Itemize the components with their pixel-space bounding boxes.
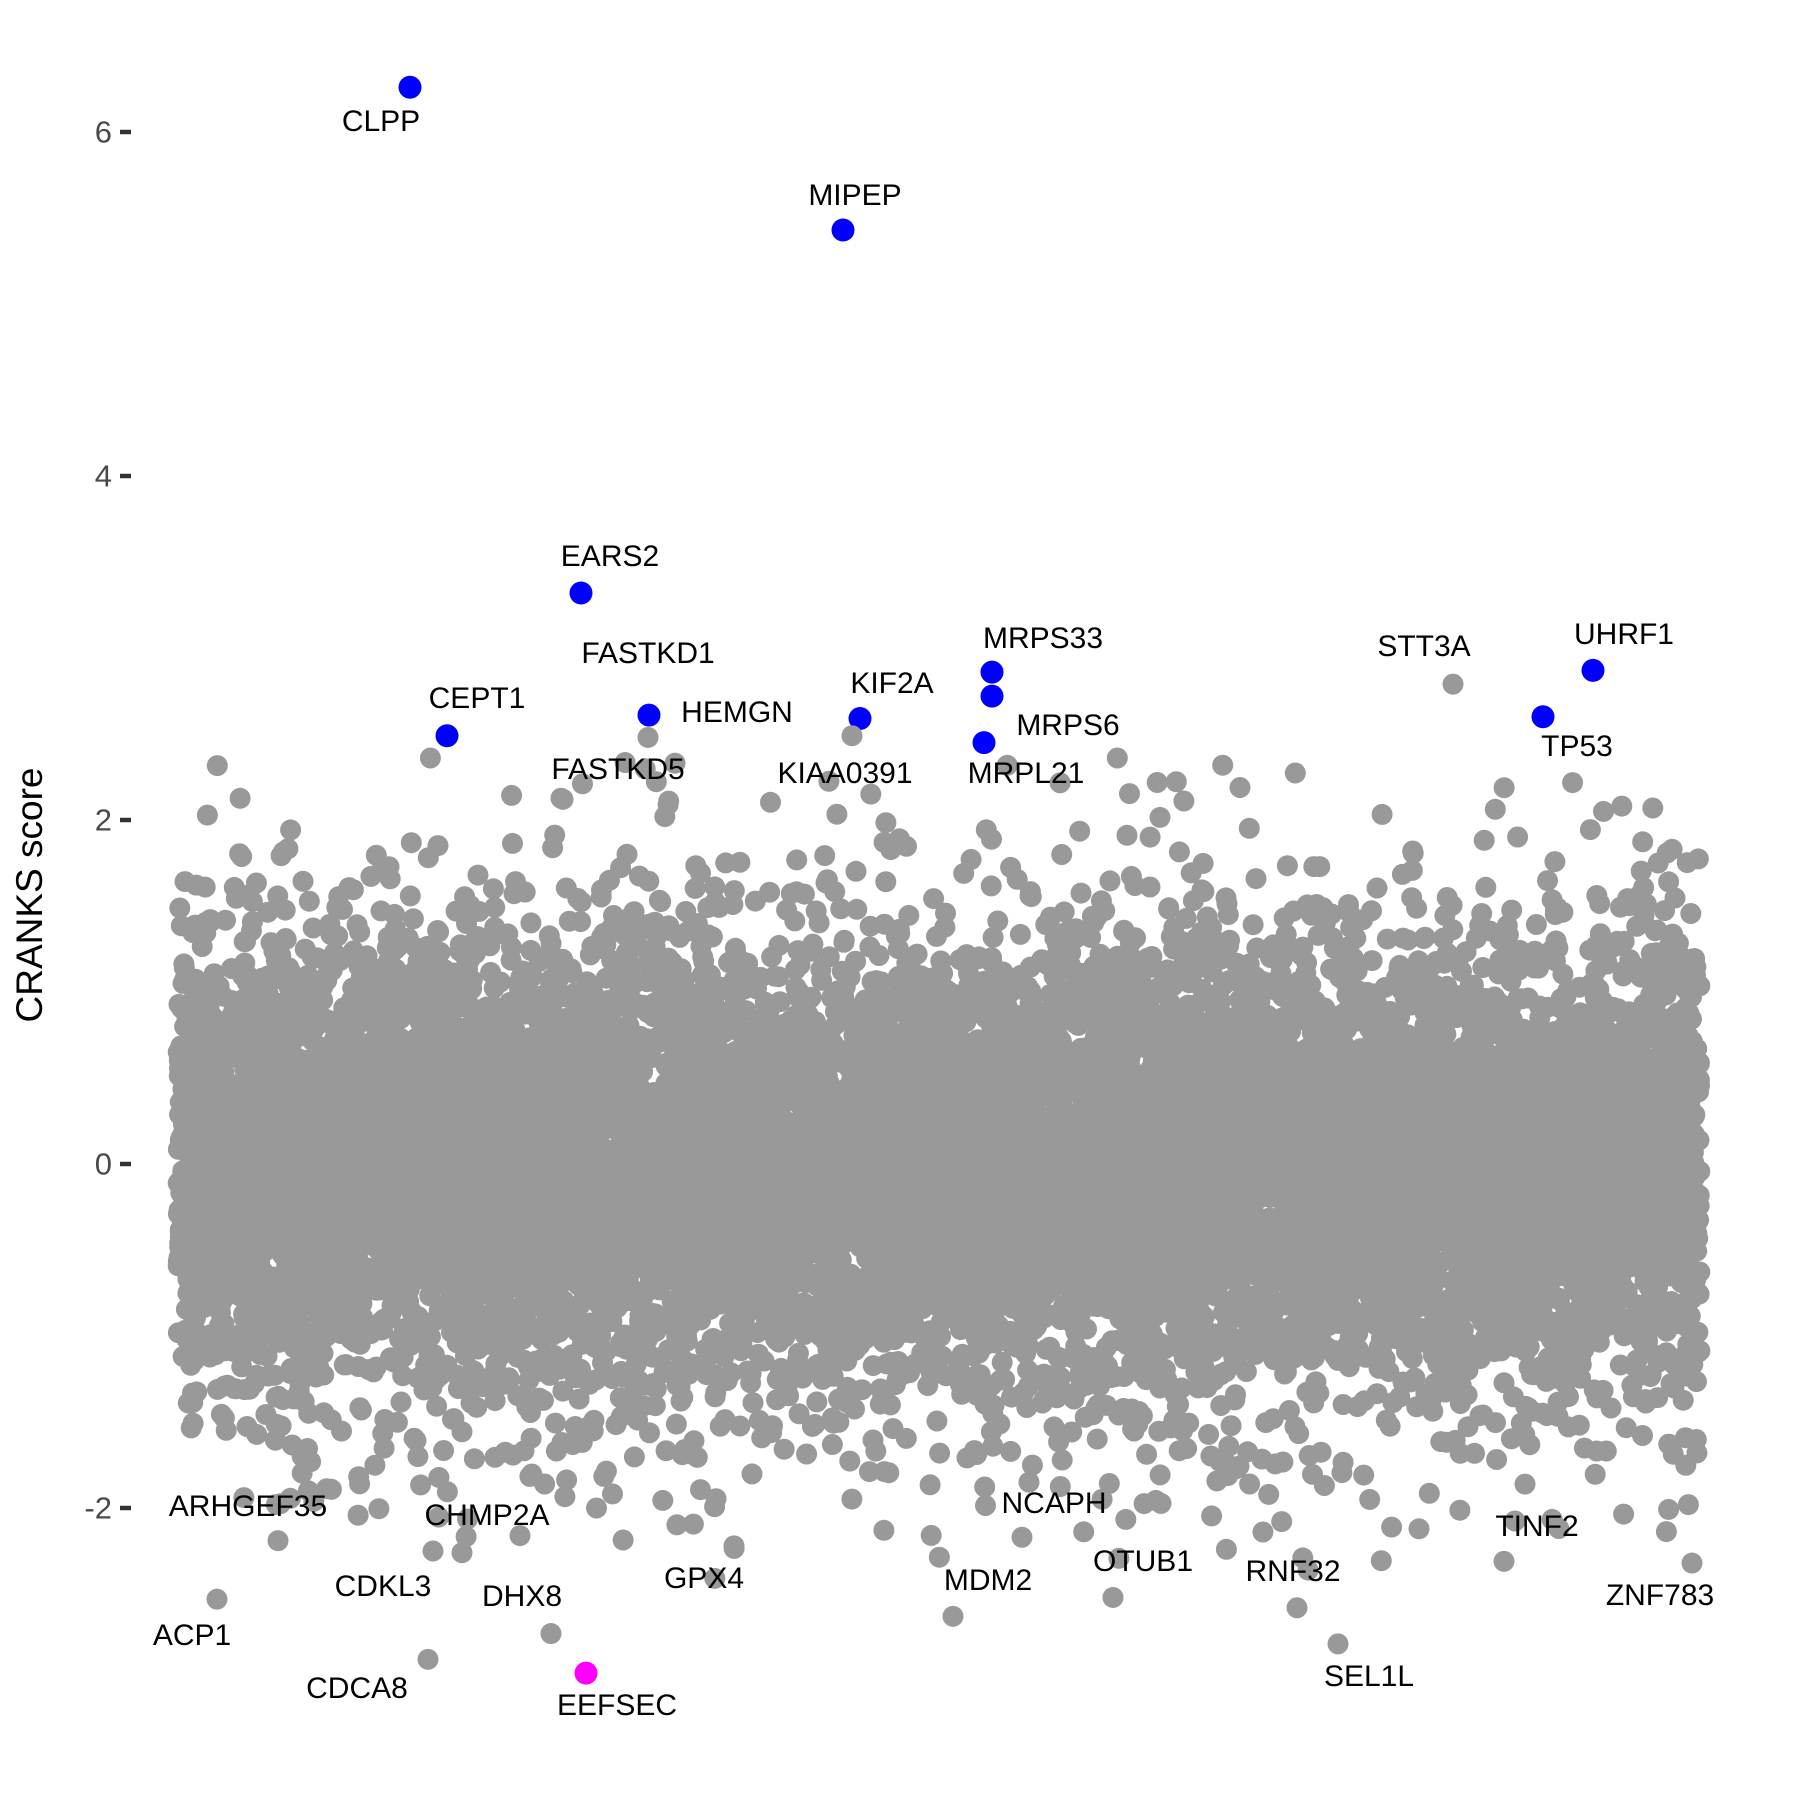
- label-KIAA0391: KIAA0391: [777, 757, 912, 790]
- point-GPX4: [723, 1535, 745, 1557]
- y-axis: CRANKS score 6 4 2 0 -2: [9, 115, 131, 1526]
- point-NCAPH: [1011, 1526, 1033, 1548]
- point-CEPT1: [435, 724, 459, 748]
- label-GPX4: GPX4: [664, 1562, 744, 1595]
- label-DHX8: DHX8: [482, 1580, 562, 1613]
- label-EARS2: EARS2: [561, 540, 659, 573]
- label-CEPT1: CEPT1: [429, 682, 526, 715]
- y-tick-mark: [120, 1505, 131, 1511]
- point-MDM2: [942, 1605, 964, 1627]
- band-points: [167, 747, 1711, 1589]
- point-CDCA8: [417, 1648, 439, 1670]
- y-tick-label: -2: [84, 1491, 112, 1526]
- label-ZNF783: ZNF783: [1606, 1579, 1714, 1612]
- label-MDM2: MDM2: [944, 1564, 1032, 1597]
- label-RNF32: RNF32: [1245, 1555, 1340, 1588]
- point-MRPS6: [980, 684, 1004, 708]
- label-KIF2A: KIF2A: [850, 667, 933, 700]
- label-CLPP: CLPP: [342, 105, 420, 138]
- label-FASTKD1: FASTKD1: [581, 637, 714, 670]
- label-CDKL3: CDKL3: [335, 1570, 432, 1603]
- point-EEFSEC: [574, 1661, 598, 1685]
- label-NCAPH: NCAPH: [1001, 1487, 1106, 1520]
- label-MRPL21: MRPL21: [968, 757, 1085, 790]
- point-MIPEP: [831, 218, 855, 242]
- label-HEMGN: HEMGN: [681, 696, 793, 729]
- labeled-points-layer: [206, 75, 1703, 1685]
- point-MRPL21: [972, 731, 996, 755]
- band-points-layer: [167, 747, 1711, 1589]
- point-CLPP: [398, 75, 422, 99]
- label-MRPS6: MRPS6: [1016, 709, 1119, 742]
- point-ACP1: [206, 1588, 228, 1610]
- label-MIPEP: MIPEP: [808, 179, 901, 212]
- point-EARS2: [569, 581, 593, 605]
- label-TINF2: TINF2: [1495, 1510, 1578, 1543]
- point-CHMP2A: [422, 1540, 444, 1562]
- label-OTUB1: OTUB1: [1093, 1545, 1193, 1578]
- y-tick-label: 4: [95, 459, 112, 494]
- point-TINF2: [1493, 1550, 1515, 1572]
- label-UHRF1: UHRF1: [1574, 618, 1674, 651]
- y-axis-ticks: 6 4 2 0 -2: [84, 115, 131, 1526]
- y-tick-mark: [120, 1161, 131, 1167]
- label-STT3A: STT3A: [1377, 630, 1470, 663]
- gene-labels-layer: CLPP MIPEP EARS2 FASTKD1 CEPT1 HEMGN FASTKD5 KI…: [153, 105, 1714, 1722]
- point-ARHGEF35: [267, 1530, 289, 1552]
- label-CDCA8: CDCA8: [306, 1672, 408, 1705]
- point-MRPS33: [980, 660, 1004, 684]
- point-KIAA0391: [841, 725, 863, 747]
- y-tick-label: 0: [95, 1147, 112, 1182]
- point-RNF32: [1286, 1597, 1308, 1619]
- point-HEMGN: [637, 726, 659, 748]
- point-FASTKD1: [637, 703, 661, 727]
- y-axis-title: CRANKS score: [9, 768, 50, 1023]
- y-tick-mark: [120, 129, 131, 135]
- label-TP53: TP53: [1541, 730, 1613, 763]
- point-DHX8: [540, 1623, 562, 1645]
- point-CDKL3: [451, 1542, 473, 1564]
- y-tick-mark: [120, 817, 131, 823]
- point-SEL1L: [1327, 1633, 1349, 1655]
- point-OTUB1: [1102, 1586, 1124, 1608]
- label-MRPS33: MRPS33: [983, 622, 1103, 655]
- point-UHRF1: [1581, 658, 1605, 682]
- y-tick-mark: [120, 473, 131, 479]
- label-EEFSEC: EEFSEC: [557, 1689, 677, 1722]
- label-FASTKD5: FASTKD5: [551, 753, 684, 786]
- label-ARHGEF35: ARHGEF35: [169, 1490, 327, 1523]
- label-SEL1L: SEL1L: [1324, 1660, 1414, 1693]
- y-tick-label: 6: [95, 115, 112, 150]
- y-tick-label: 2: [95, 803, 112, 838]
- point-FASTKD5: [552, 788, 574, 810]
- point-STT3A: [1442, 673, 1464, 695]
- point-KIF2A: [848, 707, 872, 731]
- point-ZNF783: [1681, 1552, 1703, 1574]
- label-ACP1: ACP1: [153, 1619, 231, 1652]
- point-TP53: [1531, 705, 1555, 729]
- label-CHMP2A: CHMP2A: [424, 1499, 549, 1532]
